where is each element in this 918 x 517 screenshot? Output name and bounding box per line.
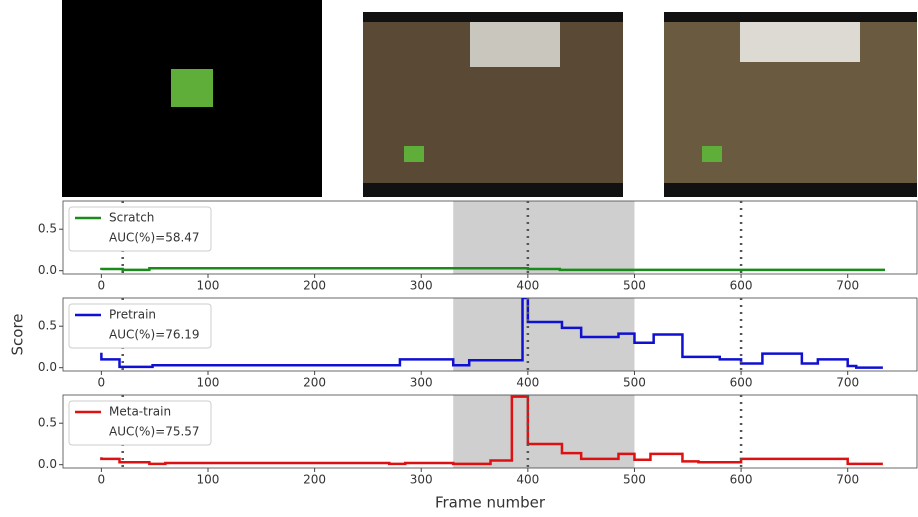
x-tick-label: 100 (197, 279, 220, 293)
line-series (100, 395, 883, 466)
y-tick-label: 0.5 (38, 416, 57, 430)
x-tick-label: 0 (98, 279, 106, 293)
y-tick-label: 0.5 (38, 222, 57, 236)
shaded-span (453, 298, 635, 371)
legend-label: Meta-train (109, 405, 171, 419)
frame-bar (664, 12, 917, 22)
plot-frame (62, 394, 918, 469)
shaded-span (453, 201, 635, 274)
series-group (100, 298, 883, 369)
legend-annotation: AUC(%)=76.19 (109, 328, 200, 342)
y-tick-label: 0.5 (38, 319, 57, 333)
legend-label: Scratch (109, 211, 154, 225)
x-tick-label: 200 (303, 473, 326, 487)
legend-label: Pretrain (109, 308, 156, 322)
plot-frame (62, 297, 918, 372)
series-group (100, 266, 886, 272)
frame-detail (740, 22, 860, 62)
x-tick-label: 300 (410, 279, 433, 293)
y-tick-label: 0.0 (38, 263, 57, 277)
legend-annotation: AUC(%)=75.57 (109, 425, 200, 439)
x-tick-label: 600 (730, 279, 753, 293)
y-axis-label: Score (9, 313, 27, 355)
x-tick-label: 300 (410, 473, 433, 487)
plot-frame (62, 200, 918, 275)
x-tick-label: 100 (197, 473, 220, 487)
x-tick-label: 300 (410, 376, 433, 390)
x-tick-label: 500 (623, 279, 646, 293)
frame-bar (664, 183, 917, 197)
x-tick-label: 0 (98, 473, 106, 487)
x-tick-label: 400 (516, 376, 539, 390)
legend-annotation: AUC(%)=58.47 (109, 231, 200, 245)
x-tick-label: 500 (623, 473, 646, 487)
frame-detail (470, 22, 560, 67)
legend-box (68, 303, 212, 349)
x-tick-label: 600 (730, 376, 753, 390)
y-tick-label: 0.0 (38, 457, 57, 471)
line-series (100, 298, 883, 369)
x-tick-label: 600 (730, 473, 753, 487)
legend-box (68, 400, 212, 446)
x-tick-label: 100 (197, 376, 220, 390)
y-tick-label: 0.0 (38, 360, 57, 374)
series-group (100, 395, 883, 466)
x-tick-label: 400 (516, 473, 539, 487)
frame-bar (363, 12, 623, 22)
x-tick-label: 500 (623, 376, 646, 390)
frame-bar (363, 183, 623, 197)
logo (702, 146, 722, 162)
x-tick-label: 200 (303, 376, 326, 390)
x-tick-label: 700 (836, 279, 859, 293)
logo (171, 69, 213, 107)
x-axis-label: Frame number (435, 494, 546, 512)
x-tick-label: 700 (836, 473, 859, 487)
logo (404, 146, 424, 162)
x-tick-label: 400 (516, 279, 539, 293)
shaded-span (453, 395, 635, 468)
x-tick-label: 700 (836, 376, 859, 390)
line-series (100, 266, 886, 272)
legend-box (68, 206, 212, 252)
x-tick-label: 200 (303, 279, 326, 293)
video-frames (62, 0, 917, 197)
x-tick-label: 0 (98, 376, 106, 390)
